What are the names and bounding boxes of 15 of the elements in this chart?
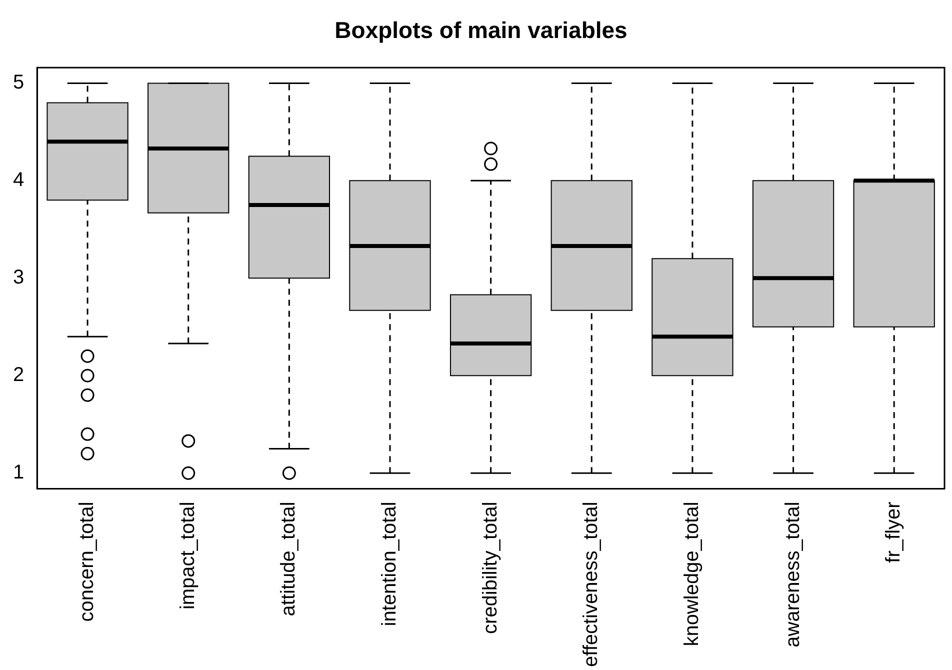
y-tick-label: 4 [13,169,24,192]
y-tick-label: 3 [13,266,24,289]
chart-title: Boxplots of main variables [334,17,628,44]
y-tick-label: 5 [13,72,24,94]
x-tick-label: effectiveness_total [580,502,602,668]
x-tick-label: fr_flyer [882,501,905,563]
x-tick-label: concern_total [76,502,98,622]
y-tick-label: 2 [13,364,24,386]
x-tick-label: knowledge_total [680,502,703,646]
x-tick-label: impact_total [176,502,199,610]
x-tick-label: awareness_total [782,502,804,648]
x-tick-label: credibility_total [479,502,502,634]
x-tick-label: attitude_total [278,502,300,616]
x-tick-label: intention_total [378,502,401,626]
y-tick-label: 1 [13,462,24,484]
